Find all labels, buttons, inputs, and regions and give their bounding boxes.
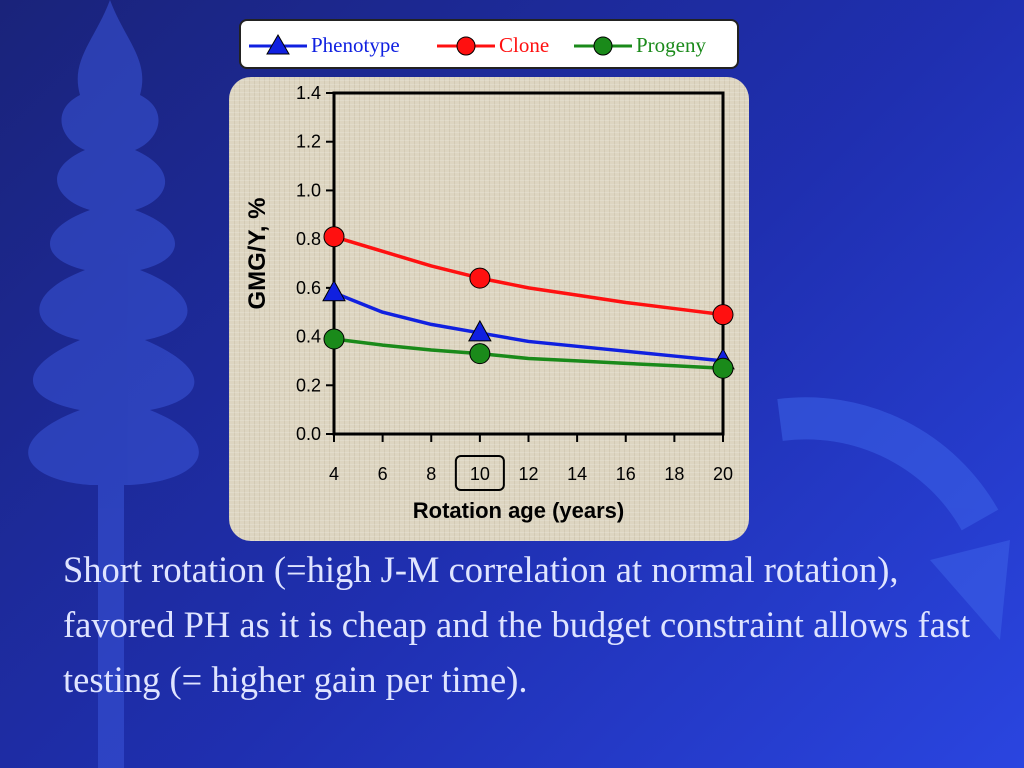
plot-frame [332, 91, 725, 436]
series-line-progeny [333, 337, 724, 370]
y-tick-label: 1.2 [296, 132, 321, 152]
data-point-phenotype [468, 319, 492, 342]
x-tick-label: 6 [378, 464, 388, 484]
data-point-clone [469, 267, 491, 289]
data-point-progeny [712, 357, 734, 379]
slide-caption: Short rotation (=high J-M correlation at… [63, 549, 971, 700]
y-axis-label: GMG/Y, % [244, 197, 271, 309]
y-tick-label: 0.8 [296, 229, 321, 249]
x-axis-label: Rotation age (years) [413, 498, 625, 523]
y-tick-label: 1.0 [296, 180, 321, 200]
legend-line-circle-icon [437, 36, 495, 56]
legend-label-clone: Clone [499, 32, 550, 57]
line-chart: 0.0 0.2 0.4 0.6 0.8 1.0 1.2 1.4 4 6 8 10 12 14 16 18 20 R… [244, 83, 735, 523]
legend-label-progeny: Progeny [636, 32, 706, 57]
series-line-clone [333, 235, 724, 317]
circular-arrow-icon [777, 397, 1010, 640]
x-tick-label: 12 [518, 464, 538, 484]
legend-label-phenotype: Phenotype [311, 32, 400, 57]
x-tick-label: 8 [426, 464, 436, 484]
x-tick-label: 4 [329, 464, 339, 484]
tree-silhouette-icon [28, 0, 199, 768]
x-tick-label: 20 [713, 464, 733, 484]
x-tick-label: 16 [616, 464, 636, 484]
x-tick-label: 18 [664, 464, 684, 484]
legend-line-triangle-icon [249, 34, 307, 55]
legend-item-phenotype: Phenotype [249, 31, 400, 59]
chart-panel [229, 77, 749, 541]
legend-item-progeny: Progeny [574, 31, 706, 59]
data-point-phenotype [322, 279, 346, 302]
data-point-progeny [323, 328, 345, 350]
legend-item-clone: Clone [437, 31, 549, 59]
highlighted-tick-box [454, 455, 505, 491]
legend-line-circle-icon [574, 36, 632, 56]
data-point-clone [712, 304, 734, 326]
chart-legend: Phenotype Clone Progeny [239, 19, 739, 69]
y-tick-label: 0.6 [296, 278, 321, 298]
data-point-clone [323, 226, 345, 248]
x-tick-label: 14 [567, 464, 587, 484]
series-line-phenotype [333, 291, 724, 363]
y-tick-label: 0.4 [296, 327, 321, 347]
y-tick-label: 0.0 [296, 424, 321, 444]
y-tick-label: 1.4 [296, 83, 321, 103]
x-tick-label: 10 [470, 464, 490, 484]
data-point-progeny [469, 343, 491, 365]
y-tick-label: 0.2 [296, 375, 321, 395]
